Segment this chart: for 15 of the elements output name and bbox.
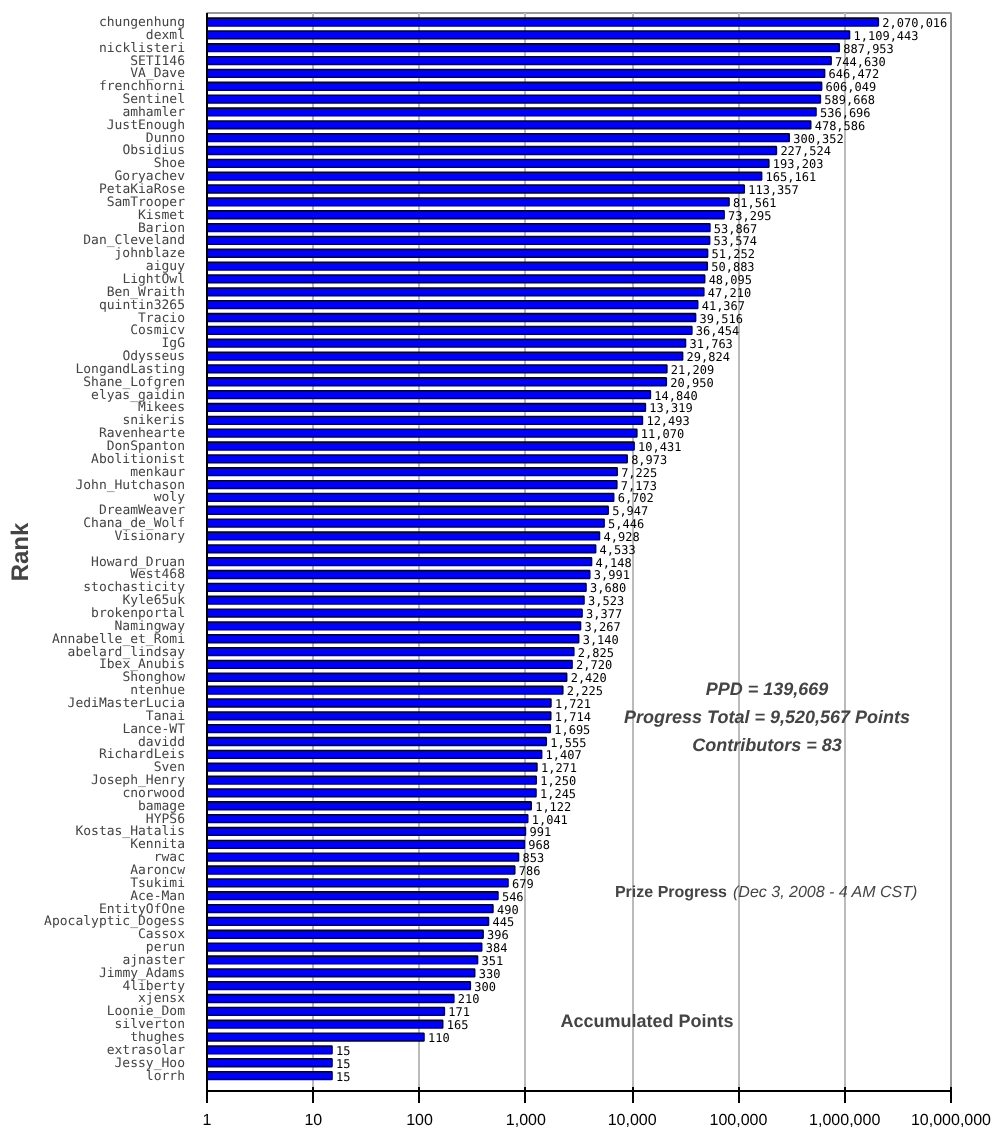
x-tick-label: 1,000,000 [809, 1111, 882, 1129]
text: Prize Progress [614, 883, 729, 901]
x-tick-label: 1,000 [505, 1111, 547, 1129]
y-axis-title: Rank [6, 522, 35, 582]
annotation: PPD = 139,669 [705, 679, 829, 699]
x-tick-label: 10,000,000 [910, 1111, 993, 1129]
x-tick-label: 1 [202, 1111, 213, 1129]
annotation: Progress Total = 9,520,567 Points [624, 707, 910, 727]
text: (Dec 3, 2008 - 4 AM CST) [733, 883, 919, 901]
x-tick-label: 100 [406, 1111, 435, 1129]
x-tick-label: 10 [304, 1111, 324, 1129]
x-tick-label: 10,000 [607, 1111, 658, 1129]
x-tick-label: 100,000 [709, 1111, 769, 1129]
x-axis-title: Accumulated Points [560, 1011, 734, 1031]
annotation: Contributors = 83 [692, 735, 842, 755]
